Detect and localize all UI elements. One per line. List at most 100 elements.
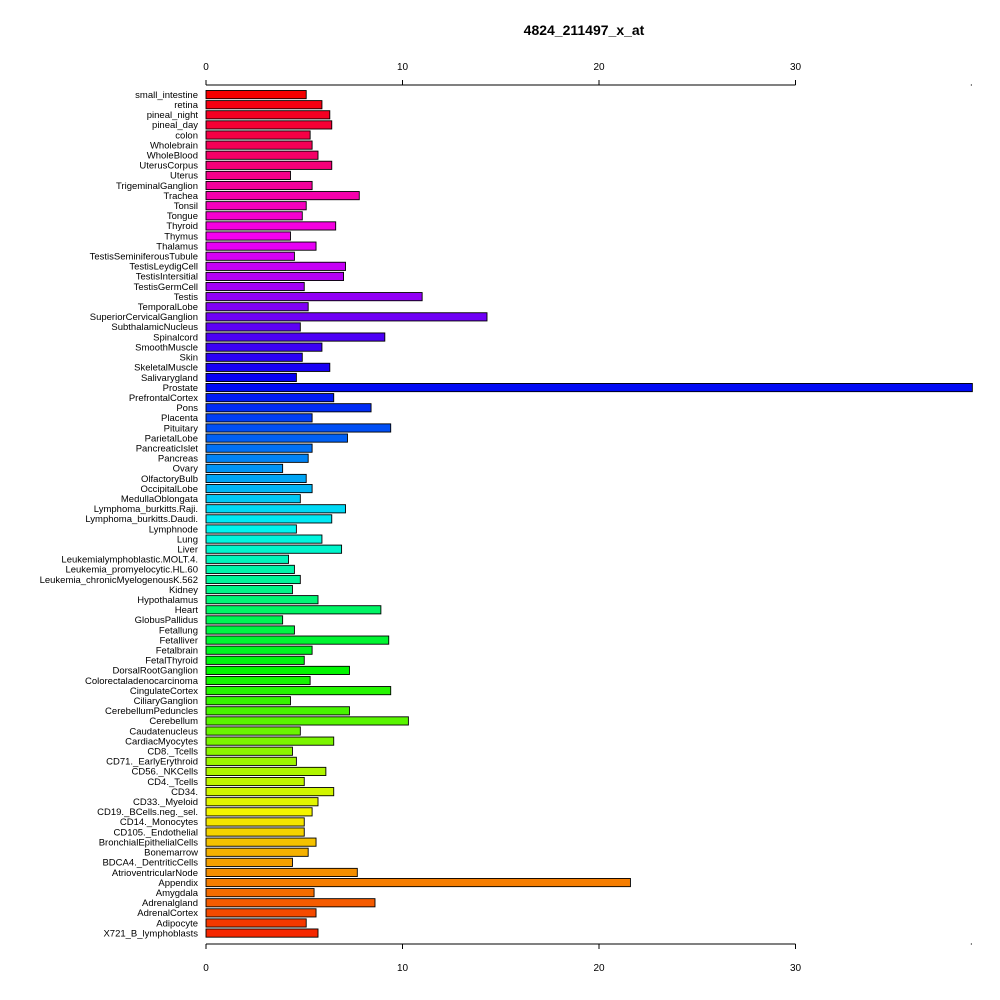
bar [205,302,309,312]
bar [205,191,360,201]
category-label: Wholebrain [150,140,198,151]
bar [205,756,297,766]
bar [205,574,301,585]
category-label: CD56._NKCells [131,767,198,778]
category-label: AdrenalCortex [137,908,198,919]
category-label: CD8._Tcells [147,747,198,758]
bar [205,776,305,787]
bar [205,918,307,928]
bar [205,453,309,463]
bar [205,716,409,726]
category-label: Kidney [169,585,198,596]
bar [205,352,303,362]
bar [205,484,313,494]
category-label: Lymphoma_burkitts.Daudi. [85,514,198,525]
bar [205,201,307,211]
bar [205,605,382,615]
bar [205,888,315,898]
category-label: retina [174,100,198,111]
bar [205,797,319,807]
category-label: Uterus [170,171,198,182]
category-label: Pons [176,403,198,414]
bar [205,211,303,221]
bar [205,241,317,251]
chart-title: 4824_211497_x_at [524,22,645,38]
category-label: BronchialEpithelialCells [99,837,199,848]
bar [205,847,309,857]
bar [205,554,289,564]
category-label: colon [175,130,198,141]
category-label: Testis [174,292,199,303]
category-label: SubthalamicNucleus [111,322,198,333]
bar [205,473,307,484]
category-label: Lymphoma_burkitts.Raji. [94,504,198,515]
bar [205,160,333,170]
bar [205,261,346,271]
bar [205,625,295,635]
category-label: SkeletalMuscle [134,363,198,374]
category-label: Fetalliver [159,635,198,646]
category-label: Pancreas [158,454,198,465]
bar [205,221,337,231]
bar [205,665,350,675]
bar [205,534,323,544]
bar [205,443,313,453]
category-label: TestisSeminiferousTubule [90,252,198,263]
tick-label-bottom: 0 [203,963,209,974]
bar [205,423,392,433]
bar [205,312,488,322]
bar [205,332,386,342]
x-axis-bottom: 0 10 20 30 [203,943,972,974]
bar [205,120,333,130]
category-label: Salivarygland [141,373,198,384]
bar [205,898,376,908]
bar [205,736,335,746]
bar [205,827,305,837]
bar [205,433,348,443]
category-label: Thymus [164,231,198,242]
bar [205,837,317,847]
category-label: Fetalbrain [156,646,198,657]
category-label: CD71._EarlyErythroid [106,757,198,768]
category-labels-group: small_intestineretinapineal_nightpineal_… [40,90,199,939]
bar [205,908,317,918]
x-axis-top: 0 10 20 30 [203,62,972,86]
bar [205,867,358,878]
category-label: Cerebellum [149,716,198,727]
category-label: AtrioventricularNode [112,868,198,879]
bar [205,766,327,776]
bar [205,524,297,534]
category-label: SuperiorCervicalGanglion [90,312,198,323]
category-label: X721_B_lymphoblasts [103,928,198,939]
category-label: Liver [177,544,198,555]
bar [205,696,291,706]
category-label: CingulateCortex [130,686,198,697]
category-label: CD34. [171,787,198,798]
bar [205,494,301,504]
category-label: TemporalLobe [138,302,198,313]
category-label: Lung [177,534,198,545]
category-label: Lymphnode [149,524,198,535]
bar [205,726,301,736]
category-label: Adrenalgland [142,898,198,909]
bars-group [205,90,973,938]
bar [205,150,319,160]
category-label: DorsalRootGanglion [112,666,198,677]
category-label: UterusCorpus [139,161,198,172]
category-label: CiliaryGanglion [134,696,198,707]
tick-label-top: 0 [203,62,209,73]
category-label: BDCA4._DentriticCells [102,858,198,869]
category-label: OlfactoryBulb [141,474,198,485]
bar [205,140,313,150]
category-label: Prostate [163,383,198,394]
category-label: FetalThyroid [145,656,198,667]
category-label: TestisGermCell [134,282,198,293]
bar [205,281,305,292]
tick-label-top: 30 [790,62,802,73]
bar [205,271,345,281]
bar [205,100,323,110]
tick-label-bottom: 20 [593,963,605,974]
category-label: Colorectaladenocarcinoma [85,676,199,687]
bar [205,686,392,696]
category-label: Placenta [161,413,199,424]
